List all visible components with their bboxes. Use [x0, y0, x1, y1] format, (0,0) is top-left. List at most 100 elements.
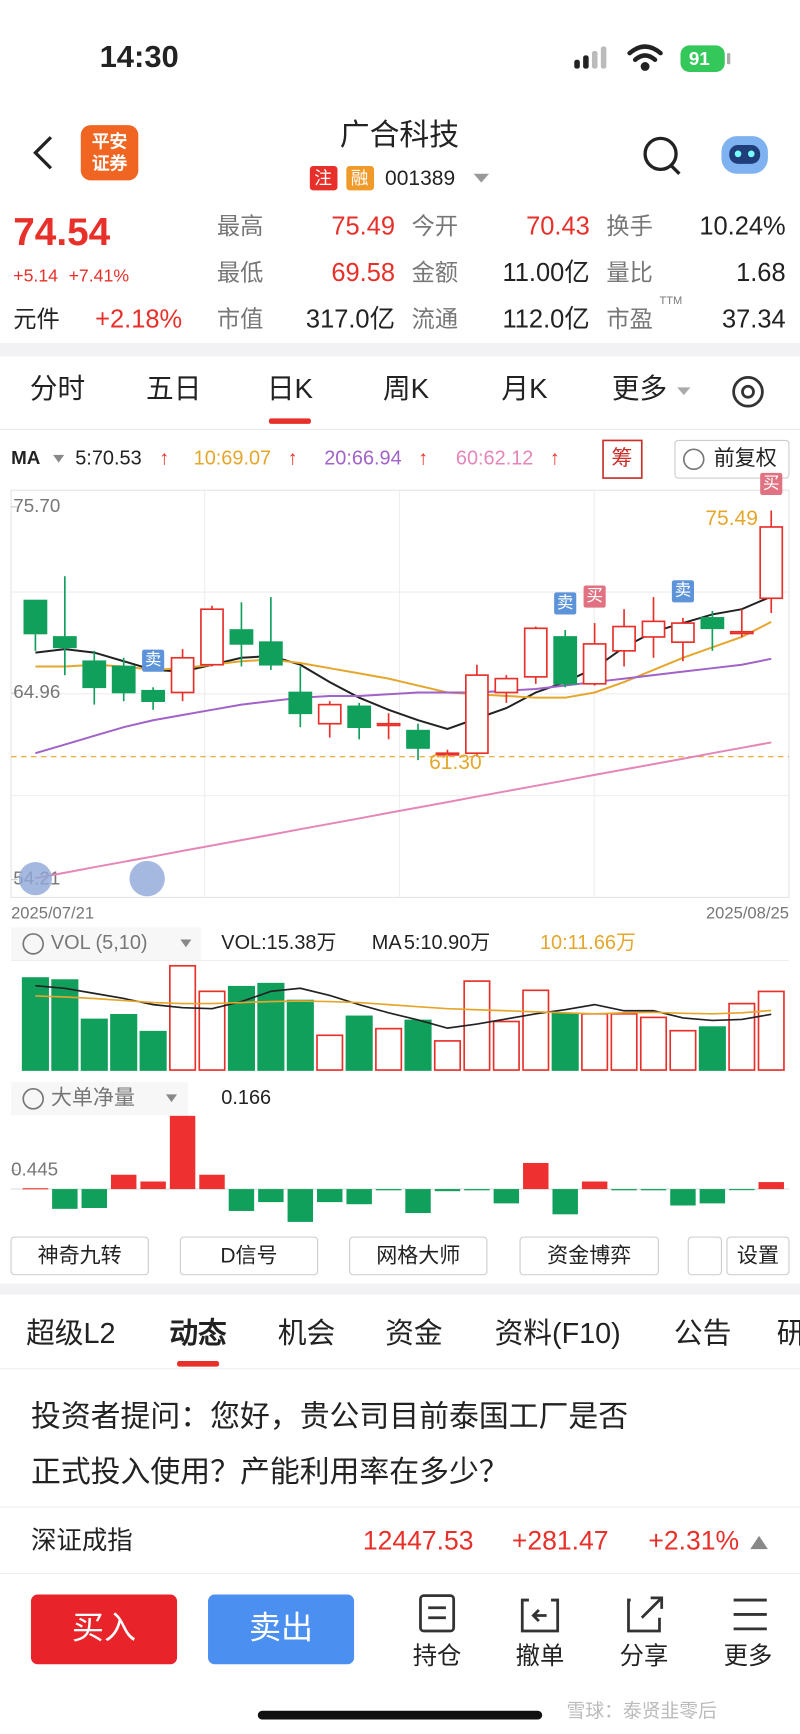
legend-entry: 20:66.94 — [324, 448, 401, 470]
info-icon — [682, 448, 705, 471]
action-icons — [419, 1594, 767, 1633]
period-tab[interactable]: 周K — [383, 373, 430, 404]
y-tick-label: 75.70 — [13, 495, 60, 516]
expand-caret[interactable] — [750, 1535, 768, 1550]
info-tab[interactable]: 超级L2 — [26, 1318, 115, 1350]
net-caret[interactable] — [165, 1094, 178, 1103]
index-name: 深证成指 — [31, 1527, 133, 1555]
net-bar — [375, 1189, 402, 1191]
x-tick-label: 2025/07/21 — [11, 903, 94, 922]
vol-title[interactable]: VOL (5,10) — [51, 932, 148, 954]
settings-button[interactable] — [732, 375, 764, 408]
volume-chart — [11, 959, 789, 1071]
net-bar — [434, 1189, 461, 1192]
sector-name: 元件 — [13, 306, 59, 332]
chip-button[interactable] — [602, 439, 643, 479]
volume-bar — [80, 1018, 108, 1071]
signal-box — [760, 472, 783, 496]
price-chart: 75.7064.9654.212025/07/212025/08/25卖卖买卖买… — [11, 472, 789, 922]
action-label[interactable]: 撤单 — [516, 1643, 565, 1670]
candle-body — [23, 599, 48, 635]
period-tab[interactable]: 分时 — [30, 373, 85, 404]
period-tab[interactable]: 更多 — [612, 373, 667, 404]
assistant-button[interactable] — [721, 136, 768, 174]
tool-label[interactable]: 资金博弈 — [547, 1245, 631, 1268]
code-caret[interactable] — [473, 173, 490, 183]
action-label[interactable]: 分享 — [620, 1643, 669, 1670]
period-tab[interactable]: 月K — [501, 373, 548, 404]
adjust-label[interactable]: 前复权 — [714, 447, 777, 470]
net-bar — [699, 1189, 726, 1204]
tool-label[interactable]: 网格大师 — [376, 1245, 460, 1268]
candle-body — [553, 636, 578, 685]
vol-caret[interactable] — [180, 939, 192, 948]
action-label[interactable]: 更多 — [724, 1643, 773, 1670]
news-text[interactable]: 投资者提问：您好，贵公司目前泰国工厂是否 — [31, 1400, 628, 1433]
net-bar — [581, 1181, 608, 1190]
sell-button[interactable] — [208, 1594, 355, 1665]
quote-label: 最高 — [217, 213, 263, 239]
volume-bar — [492, 1020, 520, 1071]
search-button[interactable] — [643, 136, 681, 175]
net-title-box[interactable] — [11, 1082, 189, 1116]
more-caret[interactable] — [677, 387, 691, 396]
net-bar — [22, 1188, 49, 1190]
tool-label[interactable]: 设置 — [737, 1245, 779, 1268]
vol-ma-line — [35, 984, 772, 1029]
info-tab[interactable]: 研 — [777, 1318, 800, 1350]
quote-value: 70.43 — [526, 213, 590, 241]
collapse-button[interactable] — [18, 862, 53, 896]
ma-caret[interactable] — [53, 454, 65, 463]
volume-bar — [639, 1016, 668, 1071]
candle-body — [759, 526, 784, 600]
sell-label[interactable]: 卖出 — [249, 1609, 313, 1645]
tool-label[interactable]: 神奇九转 — [38, 1245, 122, 1268]
fullscreen-button[interactable] — [129, 860, 165, 897]
tool-button[interactable] — [179, 1236, 319, 1276]
chip-label[interactable]: 筹 — [611, 447, 632, 470]
candle-body — [170, 656, 195, 694]
tool-button[interactable] — [349, 1236, 488, 1276]
net-title[interactable]: 大单净量 — [51, 1086, 135, 1109]
signal-label: 卖 — [675, 581, 692, 600]
candle-body — [229, 629, 254, 645]
legend-entry: 5:10.90万 — [404, 932, 490, 954]
info-tab[interactable]: 公告 — [674, 1318, 732, 1350]
volume-bar — [375, 1027, 403, 1071]
sector-change: +2.18% — [95, 306, 182, 334]
quote-label: 量比 — [606, 260, 652, 286]
index-change: +281.47 — [512, 1526, 609, 1556]
y-tick-label: 64.96 — [13, 681, 60, 702]
tool-button[interactable] — [519, 1236, 659, 1276]
signal-label: 买 — [763, 473, 780, 492]
logo-text: 平安 — [92, 130, 127, 151]
back-button[interactable] — [33, 136, 53, 170]
adjust-button[interactable] — [674, 439, 790, 479]
signal-box — [583, 585, 606, 608]
candle-body — [641, 620, 666, 638]
tool-label[interactable]: D信号 — [220, 1245, 277, 1268]
buy-label[interactable]: 买入 — [72, 1609, 136, 1645]
info-tab[interactable]: 动态 — [169, 1318, 227, 1350]
tool-button[interactable] — [726, 1236, 790, 1276]
vol-ma-line — [35, 995, 772, 1015]
quote-value: 1.68 — [736, 259, 786, 287]
buy-button[interactable] — [30, 1594, 178, 1665]
info-tab[interactable]: 资料(F10) — [495, 1318, 621, 1350]
tool-buttons: 神奇九转 D信号 网格大师 资金博弈 设置 — [10, 1236, 790, 1276]
tool-button[interactable] — [10, 1236, 149, 1276]
action-label[interactable]: 持仓 — [413, 1643, 462, 1670]
candle-body — [700, 617, 725, 630]
stock-name: 广合科技 — [340, 119, 459, 152]
tool-button[interactable] — [687, 1236, 722, 1276]
quote-value: 11.00亿 — [503, 259, 590, 287]
period-tab[interactable]: 五日 — [146, 373, 201, 404]
legend-arrow: ↑ — [288, 448, 298, 470]
info-tab[interactable]: 机会 — [278, 1318, 336, 1350]
news-text[interactable]: 正式投入使用？产能利用率在多少？ — [31, 1456, 509, 1489]
volume-bar — [404, 1019, 432, 1071]
net-bar — [228, 1189, 255, 1211]
info-tab[interactable]: 资金 — [385, 1318, 443, 1350]
vol-current: VOL:15.38万 — [221, 932, 336, 954]
period-tab[interactable]: 日K — [267, 373, 314, 404]
